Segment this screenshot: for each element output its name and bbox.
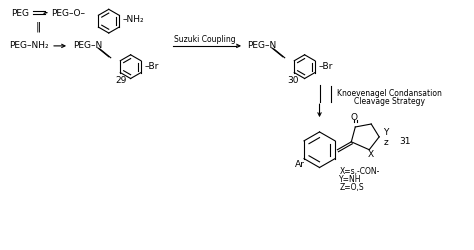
Text: Knoevenagel Condansation: Knoevenagel Condansation xyxy=(337,89,442,98)
Text: Z=O,S: Z=O,S xyxy=(339,183,364,192)
Text: PEG–N: PEG–N xyxy=(73,42,102,50)
Text: PEG–O–: PEG–O– xyxy=(51,9,85,18)
Text: Y=NH: Y=NH xyxy=(339,175,362,184)
Text: PEG: PEG xyxy=(11,9,29,18)
Text: Y: Y xyxy=(383,128,389,138)
Text: PEG–NH₂: PEG–NH₂ xyxy=(9,42,49,50)
Text: Suzuki Coupling: Suzuki Coupling xyxy=(174,36,236,44)
Text: O: O xyxy=(351,112,358,122)
Text: ‖: ‖ xyxy=(36,22,41,32)
Text: –Br: –Br xyxy=(145,62,159,71)
Text: 31: 31 xyxy=(399,137,410,146)
Text: –NH₂: –NH₂ xyxy=(123,15,144,24)
Text: PEG–N: PEG–N xyxy=(247,42,276,50)
Text: X=s,-CON-: X=s,-CON- xyxy=(339,167,380,176)
Text: Cleavage Strategy: Cleavage Strategy xyxy=(354,97,425,106)
Text: 30: 30 xyxy=(287,76,299,85)
Text: –Br: –Br xyxy=(319,62,333,71)
Text: X: X xyxy=(368,150,374,159)
Text: Ar: Ar xyxy=(295,160,305,169)
Text: z: z xyxy=(383,138,388,147)
Text: 29: 29 xyxy=(115,76,127,85)
